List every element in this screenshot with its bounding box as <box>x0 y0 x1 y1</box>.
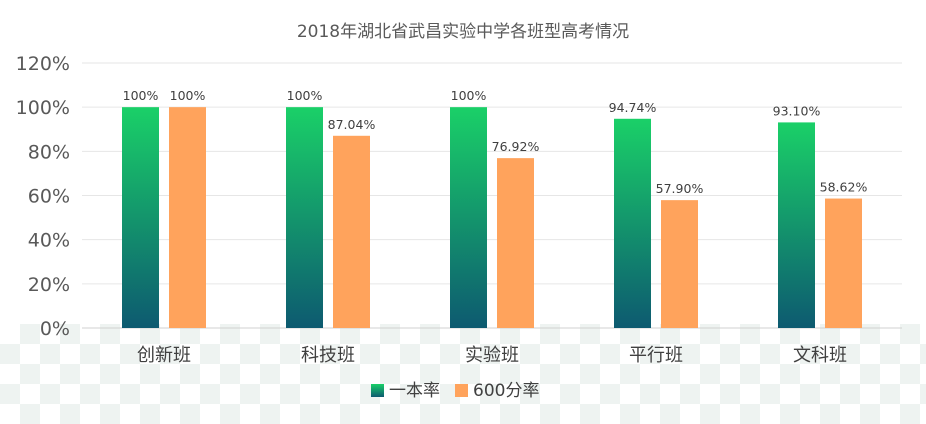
legend-swatch-600-rate <box>455 384 468 397</box>
y-tick-label: 120% <box>16 53 70 75</box>
legend-label-600-rate: 600分率 <box>473 381 539 401</box>
y-tick-label: 80% <box>28 141 70 163</box>
bar-600-rate <box>333 135 370 328</box>
data-label-yiben-rate: 100% <box>123 88 159 103</box>
y-tick-label: 100% <box>16 97 70 119</box>
bar-yiben-rate <box>614 118 651 328</box>
bar-600-rate <box>825 198 862 328</box>
y-tick-label: 20% <box>28 274 70 296</box>
data-label-yiben-rate: 94.74% <box>609 100 657 115</box>
bar-600-rate <box>661 200 698 328</box>
legend-label-yiben-rate: 一本率 <box>389 381 440 401</box>
bar-yiben-rate <box>122 107 159 329</box>
chart-title: 2018年湖北省武昌实验中学各班型高考情况 <box>297 22 629 42</box>
bar-yiben-rate <box>286 107 323 329</box>
x-category-label: 科技班 <box>301 345 355 366</box>
x-category-label: 创新班 <box>137 345 191 366</box>
data-label-yiben-rate: 93.10% <box>773 103 821 118</box>
x-category-label: 文科班 <box>793 345 847 366</box>
y-tick-label: 0% <box>40 318 70 340</box>
data-label-600-rate: 57.90% <box>656 181 704 196</box>
data-label-yiben-rate: 100% <box>287 88 323 103</box>
bar-600-rate <box>497 158 534 328</box>
legend-swatch-yiben-rate <box>371 384 384 397</box>
data-label-yiben-rate: 100% <box>451 88 487 103</box>
y-tick-label: 40% <box>28 230 70 252</box>
bar-yiben-rate <box>778 122 815 328</box>
x-category-label: 实验班 <box>465 345 519 366</box>
y-tick-label: 60% <box>28 186 70 208</box>
background-pattern <box>0 324 926 424</box>
data-label-600-rate: 58.62% <box>820 180 868 195</box>
bar-600-rate <box>169 107 206 329</box>
data-label-600-rate: 76.92% <box>492 139 540 154</box>
data-label-600-rate: 87.04% <box>328 117 376 132</box>
data-label-600-rate: 100% <box>170 88 206 103</box>
x-category-label: 平行班 <box>629 345 683 366</box>
bar-yiben-rate <box>450 107 487 329</box>
